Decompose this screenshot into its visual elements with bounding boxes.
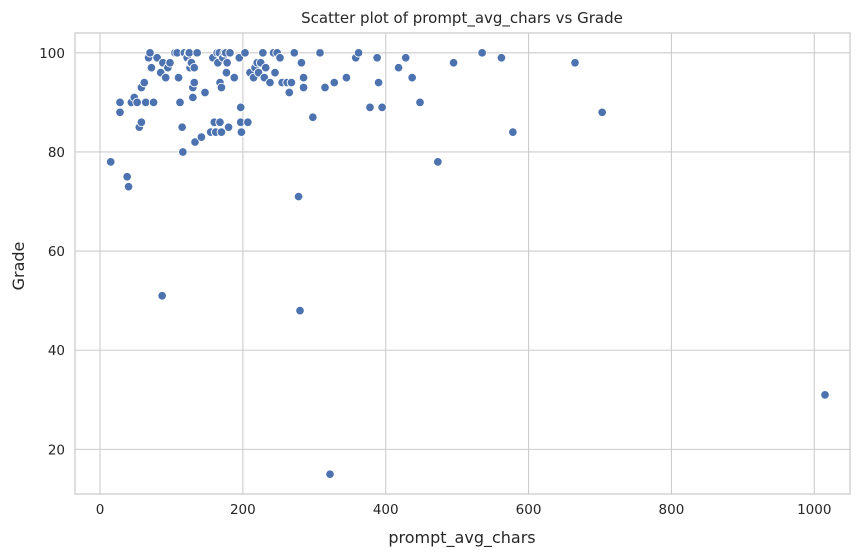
data-point bbox=[160, 72, 171, 83]
x-tick-label: 600 bbox=[516, 502, 542, 518]
data-point bbox=[222, 57, 232, 68]
data-point bbox=[400, 53, 411, 63]
data-point bbox=[123, 181, 134, 192]
y-axis-label: Grade bbox=[9, 242, 28, 291]
data-point bbox=[597, 107, 607, 118]
data-point bbox=[265, 77, 275, 88]
data-point bbox=[225, 48, 235, 58]
data-point bbox=[136, 117, 147, 127]
data-point bbox=[296, 57, 307, 68]
data-point bbox=[373, 77, 384, 88]
data-point bbox=[184, 48, 195, 58]
data-point bbox=[178, 147, 188, 157]
data-point bbox=[393, 62, 404, 73]
data-point bbox=[270, 67, 280, 78]
data-point bbox=[570, 57, 580, 68]
data-point bbox=[229, 72, 240, 83]
data-point bbox=[189, 77, 200, 88]
data-point bbox=[235, 102, 246, 113]
data-point bbox=[196, 132, 207, 142]
x-tick-label: 800 bbox=[659, 502, 685, 518]
y-tick-label: 20 bbox=[48, 442, 65, 458]
data-point bbox=[329, 77, 340, 88]
data-point bbox=[508, 127, 518, 137]
data-point bbox=[221, 67, 232, 78]
data-point bbox=[341, 72, 352, 83]
data-point bbox=[192, 48, 202, 58]
y-tick-label: 100 bbox=[39, 46, 65, 62]
data-point bbox=[243, 117, 253, 127]
data-point bbox=[122, 172, 132, 182]
data-point bbox=[190, 137, 200, 147]
tick-labels: 0 200 400 600 800 1000 20 40 60 80 100 bbox=[39, 46, 831, 518]
data-point bbox=[115, 107, 125, 118]
data-point bbox=[157, 290, 167, 301]
y-tick-label: 80 bbox=[48, 145, 65, 161]
data-point bbox=[298, 72, 309, 83]
data-point bbox=[433, 157, 443, 167]
data-point bbox=[145, 48, 155, 58]
data-point bbox=[496, 53, 507, 63]
data-point bbox=[284, 87, 295, 98]
data-point bbox=[216, 82, 227, 93]
data-point bbox=[365, 102, 375, 113]
data-point bbox=[320, 82, 330, 93]
data-point bbox=[293, 191, 304, 202]
data-point bbox=[200, 87, 210, 98]
data-point bbox=[258, 48, 268, 58]
data-point bbox=[146, 62, 157, 73]
data-point bbox=[105, 157, 116, 167]
data-point bbox=[188, 92, 198, 103]
data-point bbox=[260, 62, 271, 73]
data-points bbox=[105, 48, 830, 479]
data-point bbox=[215, 117, 225, 127]
data-point bbox=[132, 97, 142, 108]
data-point bbox=[216, 127, 227, 137]
x-axis-label: prompt_avg_chars bbox=[388, 528, 535, 548]
y-tick-label: 60 bbox=[48, 244, 65, 260]
data-point bbox=[175, 97, 185, 108]
data-point bbox=[298, 82, 309, 93]
data-point bbox=[325, 469, 335, 479]
data-point bbox=[448, 57, 459, 68]
data-point bbox=[223, 122, 234, 132]
data-point bbox=[415, 97, 425, 108]
x-tick-label: 400 bbox=[373, 502, 399, 518]
data-point bbox=[286, 77, 297, 88]
data-point bbox=[289, 48, 300, 58]
data-point bbox=[173, 72, 184, 83]
data-point bbox=[315, 48, 325, 58]
data-point bbox=[236, 127, 247, 137]
data-point bbox=[148, 97, 159, 108]
x-tick-label: 1000 bbox=[797, 502, 831, 518]
data-point bbox=[295, 305, 305, 316]
data-point bbox=[275, 53, 285, 63]
data-point bbox=[407, 72, 417, 83]
data-point bbox=[308, 112, 318, 123]
y-tick-label: 40 bbox=[48, 343, 65, 359]
data-point bbox=[353, 48, 364, 58]
data-point bbox=[820, 390, 830, 400]
data-point bbox=[377, 102, 387, 113]
data-point bbox=[240, 48, 250, 58]
chart-title: Scatter plot of prompt_avg_chars vs Grad… bbox=[301, 9, 623, 28]
data-point bbox=[165, 57, 175, 68]
plot-area-frame bbox=[74, 32, 851, 495]
data-point bbox=[372, 53, 382, 63]
x-tick-label: 0 bbox=[96, 502, 105, 518]
data-point bbox=[139, 77, 150, 88]
data-point bbox=[115, 97, 125, 108]
data-point bbox=[477, 48, 487, 58]
x-tick-label: 200 bbox=[230, 502, 256, 518]
data-point bbox=[177, 122, 187, 132]
data-point bbox=[140, 97, 151, 108]
data-point bbox=[189, 62, 200, 73]
